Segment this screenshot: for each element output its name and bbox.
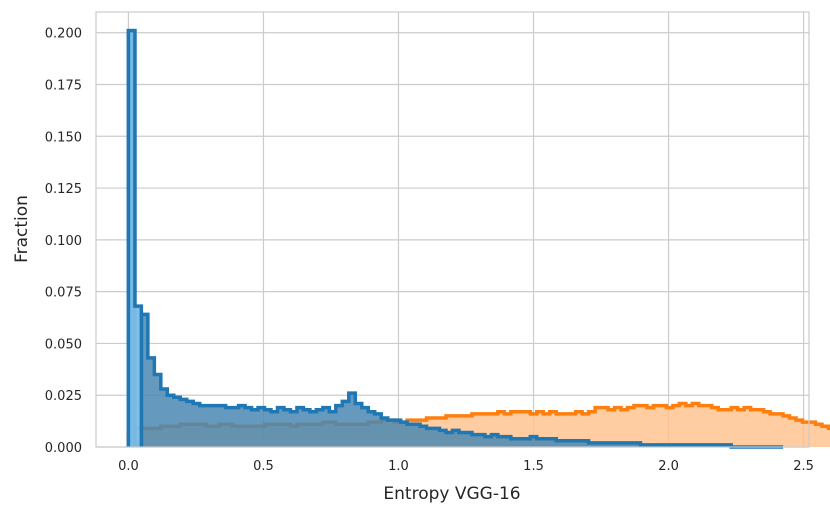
y-tick-label: 0.125 (45, 182, 82, 197)
y-axis-label: Fraction (12, 195, 32, 263)
histogram-peak (126, 28, 144, 447)
x-tick-label: 1.0 (388, 459, 409, 474)
y-tick-label: 0.175 (45, 79, 82, 94)
y-tick-label: 0.025 (45, 389, 82, 404)
plot-frame (95, 11, 810, 448)
y-tick-label: 0.100 (45, 234, 82, 249)
histogram-blue (126, 28, 784, 449)
x-tick-label: 2.0 (658, 459, 679, 474)
x-tick-label: 1.5 (523, 459, 544, 474)
x-tick-label: 0.0 (118, 459, 139, 474)
x-tick-label: 0.5 (253, 459, 274, 474)
y-tick-label: 0.050 (45, 337, 82, 352)
x-axis-label: Entropy VGG-16 (383, 484, 520, 504)
grid-lines (96, 12, 809, 448)
y-tick-label: 0.000 (45, 441, 82, 456)
y-tick-labels: 0.000 0.025 0.050 0.075 0.100 0.125 0.150 0.175… (45, 27, 82, 456)
y-tick-label: 0.075 (45, 286, 82, 301)
y-tick-label: 0.200 (45, 27, 82, 42)
x-tick-labels: 0.0 0.5 1.0 1.5 2.0 2.5 (118, 459, 814, 474)
y-tick-label: 0.150 (45, 130, 82, 145)
histogram-series (126, 28, 830, 449)
x-tick-label: 2.5 (793, 459, 814, 474)
